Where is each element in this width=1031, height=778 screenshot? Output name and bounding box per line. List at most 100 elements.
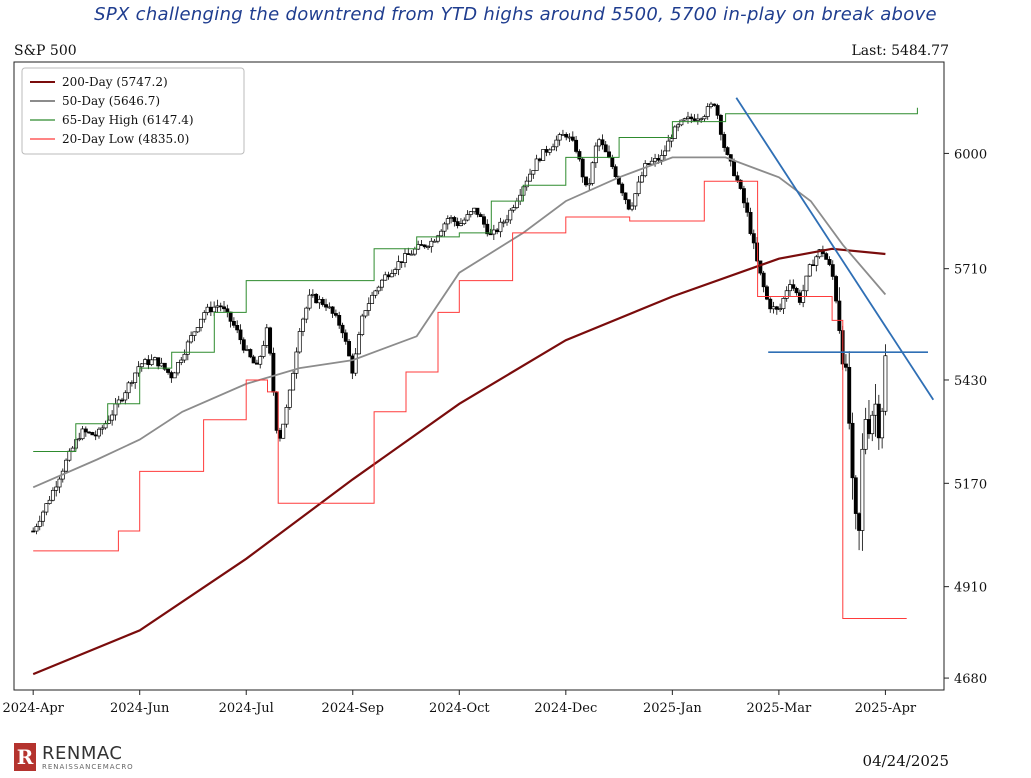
candle-body xyxy=(630,205,634,210)
candle-body xyxy=(205,306,210,313)
candle-body xyxy=(80,428,85,440)
candle-body xyxy=(557,134,562,141)
candle-body xyxy=(320,299,325,305)
candle-body xyxy=(50,489,55,501)
candle-body xyxy=(110,414,115,421)
candle-body xyxy=(478,214,483,218)
y-tick-label: 4680 xyxy=(954,672,987,687)
candle-body xyxy=(248,349,253,358)
x-tick-label: 2024-Dec xyxy=(534,701,597,716)
x-axis: 2024-Apr 2024-Jun 2024-Jul 2024-Sep 2024-Oct… xyxy=(2,690,917,716)
candle-body xyxy=(139,363,144,368)
candle-body xyxy=(603,144,608,153)
candle-body xyxy=(363,310,368,317)
candle-body xyxy=(824,253,829,260)
candle-body xyxy=(179,359,184,363)
y-axis: 4680 4910 5170 5430 5710 6000 xyxy=(944,147,987,687)
candle-body xyxy=(639,175,644,183)
candle-body xyxy=(281,423,286,439)
candle-body xyxy=(333,313,338,316)
candle-body xyxy=(788,284,792,292)
candle-body xyxy=(843,363,848,368)
legend: 200-Day (5747.2) 50-Day (5646.7) 65-Day Hi… xyxy=(21,67,245,155)
candle-body xyxy=(278,430,282,439)
candle-body xyxy=(343,332,348,342)
candle-body xyxy=(202,312,207,320)
candle-body xyxy=(560,134,565,136)
candle-body xyxy=(679,119,684,126)
candles-group xyxy=(31,101,888,551)
candle-body xyxy=(613,166,618,178)
candle-body xyxy=(765,286,769,300)
candle-body xyxy=(399,261,404,263)
candle-body xyxy=(380,279,384,288)
candle-body xyxy=(646,163,651,165)
candle-body xyxy=(784,290,789,299)
candle-body xyxy=(491,229,496,235)
candle-body xyxy=(376,286,381,292)
candle-body xyxy=(712,103,717,106)
series-line-200-day xyxy=(32,247,886,676)
candle-body xyxy=(656,158,661,161)
candle-body xyxy=(709,103,713,108)
series-lines xyxy=(32,97,935,676)
candle-body xyxy=(458,223,463,227)
candle-body xyxy=(672,126,677,139)
y-tick-label: 4910 xyxy=(954,581,987,596)
candle-body xyxy=(768,298,773,310)
candle-body xyxy=(735,175,740,181)
candle-body xyxy=(389,273,394,278)
candle-body xyxy=(199,318,203,328)
candle-body xyxy=(465,214,470,221)
candle-body xyxy=(235,325,240,331)
candle-body xyxy=(172,372,177,379)
logo-mark-icon: R xyxy=(14,743,36,771)
x-tick-label: 2024-Jun xyxy=(110,701,170,716)
candle-body xyxy=(129,382,134,384)
candle-body xyxy=(156,357,161,367)
candle-body xyxy=(383,274,388,281)
candle-body xyxy=(166,368,171,373)
series-line-20-day-low xyxy=(33,180,907,619)
candle-body xyxy=(41,511,45,522)
candle-body xyxy=(222,306,226,310)
candle-body xyxy=(501,221,506,224)
candle-body xyxy=(633,193,638,207)
candle-body xyxy=(327,306,332,309)
candle-body xyxy=(347,341,352,357)
candle-body xyxy=(261,345,266,357)
candle-body xyxy=(781,298,786,310)
candle-body xyxy=(758,260,763,274)
legend-label: 50-Day (5646.7) xyxy=(62,94,160,108)
candle-body xyxy=(77,438,82,441)
candle-body xyxy=(455,221,460,227)
candle-body xyxy=(580,158,585,178)
candle-body xyxy=(100,427,105,430)
candle-body xyxy=(70,447,75,452)
candle-body xyxy=(258,356,263,365)
candle-body xyxy=(794,288,799,294)
candle-body xyxy=(725,147,730,155)
series-line-50-day xyxy=(32,156,887,489)
candle-body xyxy=(577,151,582,160)
candle-body xyxy=(64,459,69,472)
candle-body xyxy=(682,118,687,121)
candle-body xyxy=(590,162,595,184)
candle-body xyxy=(162,362,167,370)
candle-body xyxy=(429,240,434,248)
candle-body xyxy=(508,209,513,221)
series-line-downtrend xyxy=(735,97,935,401)
candle-body xyxy=(695,118,700,121)
candle-body xyxy=(837,300,842,331)
candle-body xyxy=(254,362,259,365)
candle-body xyxy=(570,136,575,141)
candle-body xyxy=(340,324,345,334)
x-tick-label: 2024-Apr xyxy=(2,701,64,716)
candle-body xyxy=(514,200,519,208)
candle-body xyxy=(705,106,710,117)
candle-body xyxy=(715,105,720,116)
candle-body xyxy=(774,306,779,310)
candle-body xyxy=(669,138,674,142)
candle-body xyxy=(528,173,532,182)
candle-body xyxy=(863,419,868,450)
